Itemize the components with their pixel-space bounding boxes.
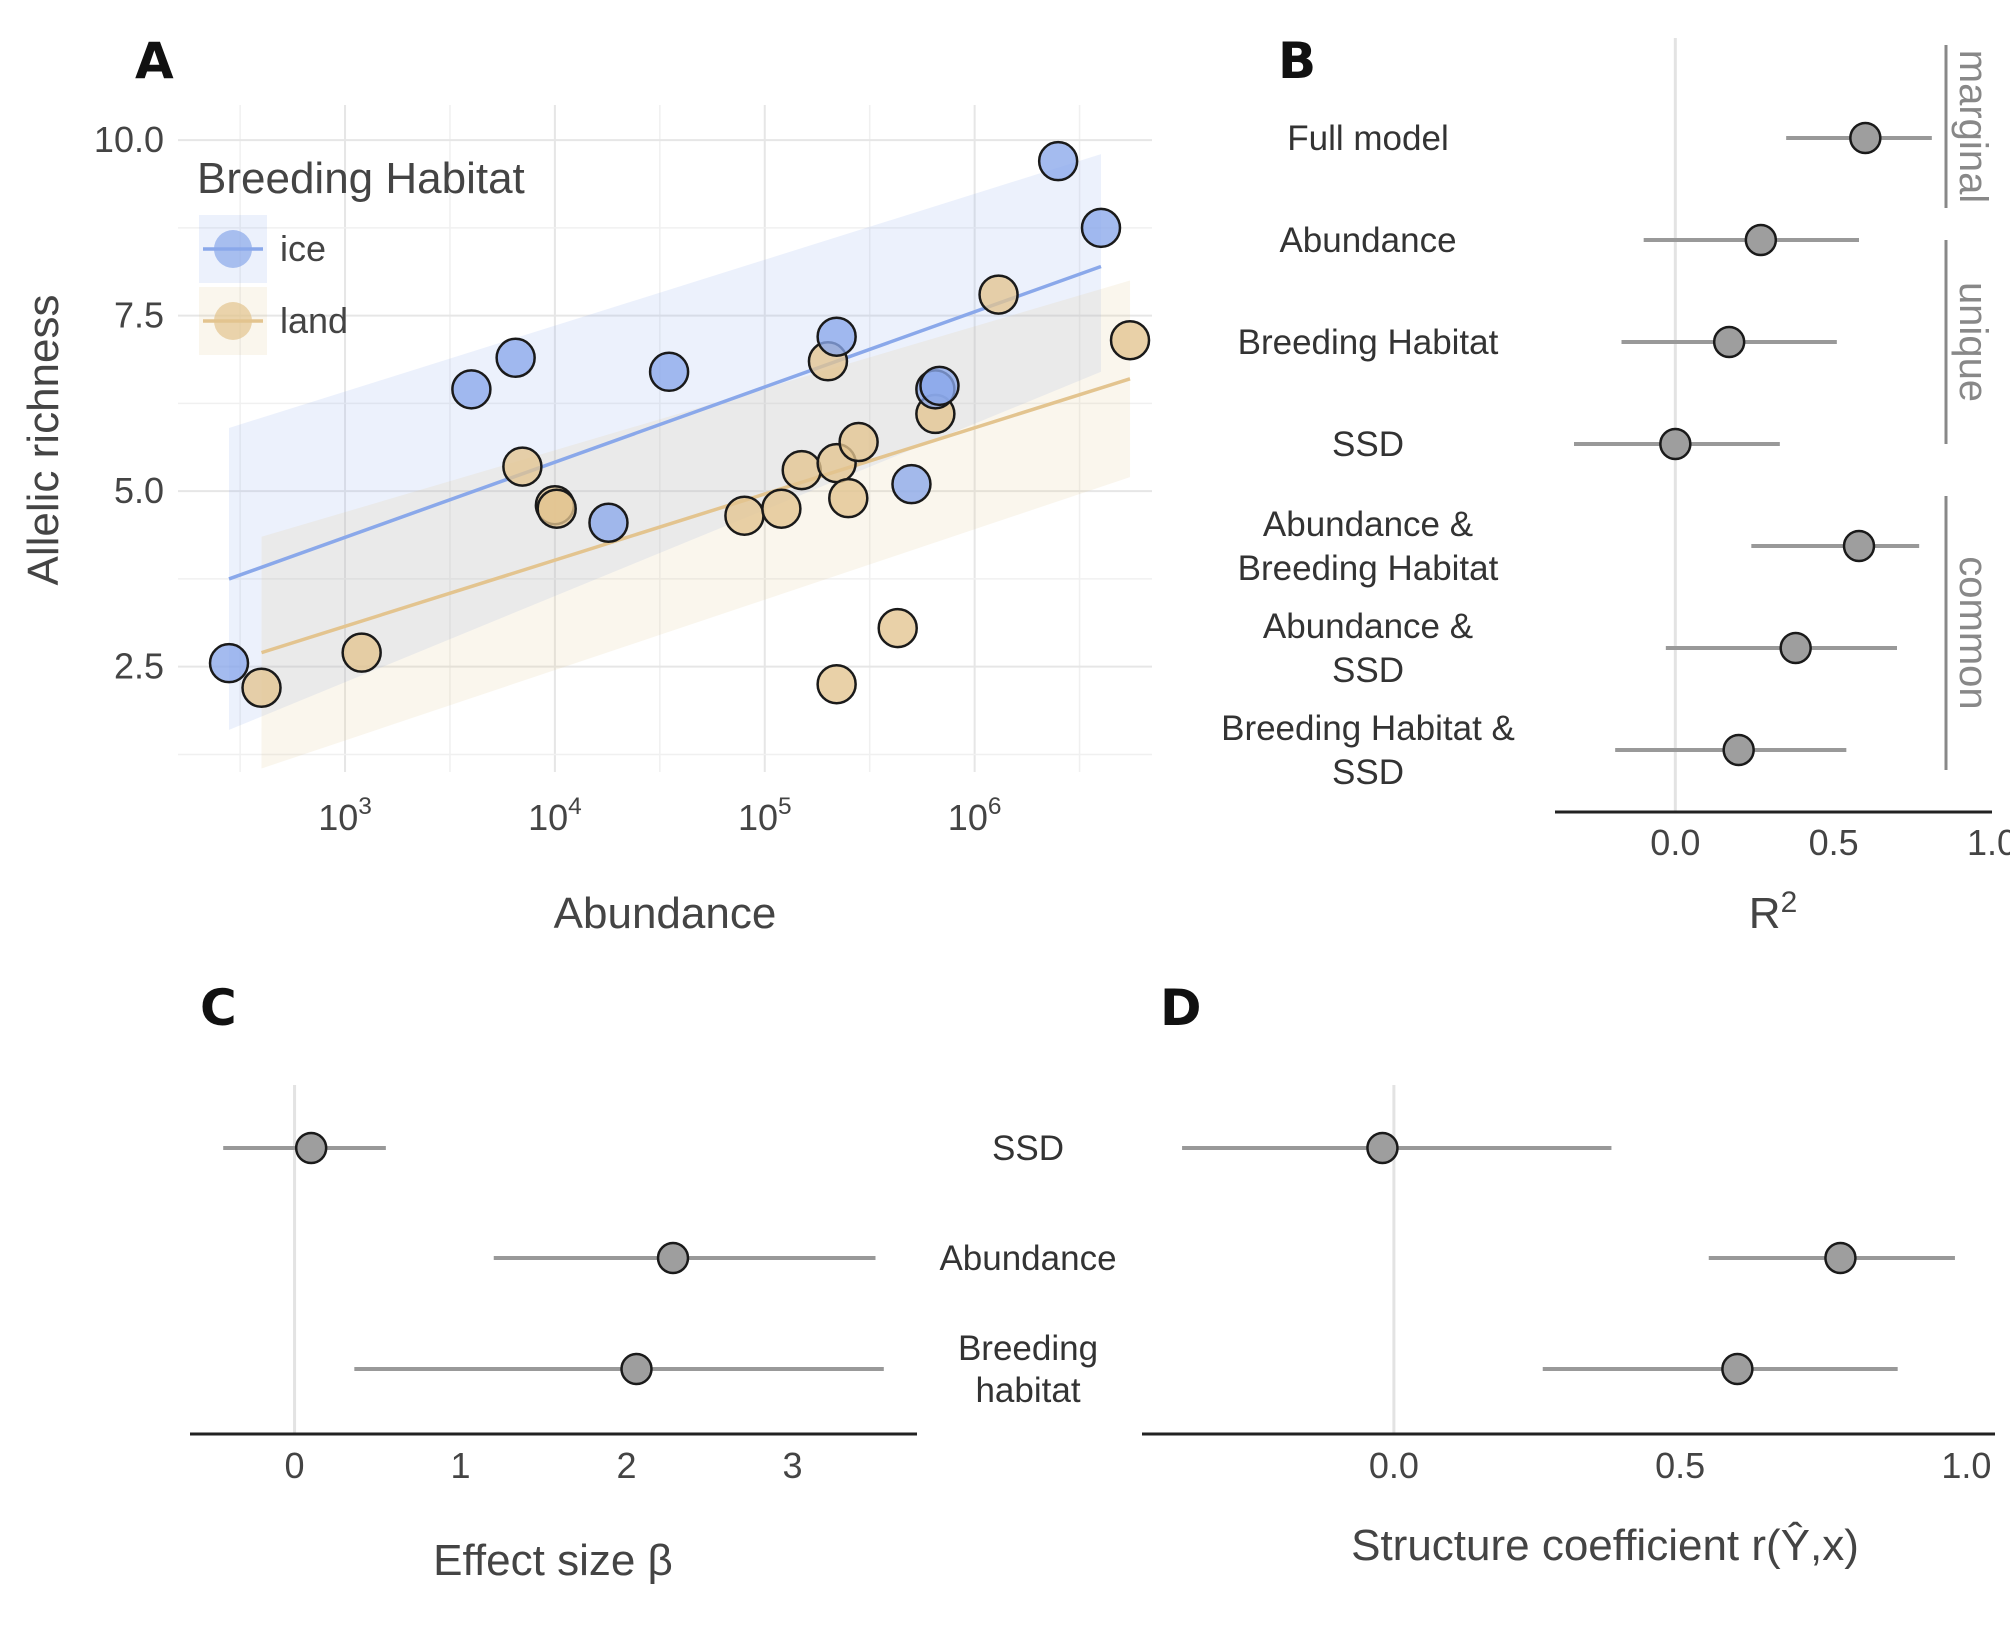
x-tick-label: 0.5 <box>1809 822 1859 863</box>
legend-entry-ice: ice <box>280 228 326 269</box>
category-label: Breeding Habitat & <box>1221 709 1515 748</box>
estimate-point <box>294 1131 328 1165</box>
estimate-point <box>620 1352 653 1386</box>
category-label: SSD <box>1332 651 1404 690</box>
category-label: Breeding Habitat <box>1238 323 1499 362</box>
y-tick-label: 10.0 <box>94 119 164 160</box>
category-label: SSD <box>1332 425 1404 464</box>
confidence-band-ice <box>229 154 1101 730</box>
data-point-land <box>536 488 577 529</box>
panel-c: C 0 1 2 3 Effect size β <box>190 979 917 1585</box>
confidence-band-land <box>261 280 1131 769</box>
category-label: SSD <box>1332 753 1404 792</box>
x-tick-label: 104 <box>528 793 582 838</box>
estimate-point <box>1779 631 1812 665</box>
panel-d: D 0.0 0.5 1.0 Structure coefficient r(Ŷ,x) <box>1142 979 1995 1570</box>
data-point-land <box>724 495 765 536</box>
data-point-land <box>816 663 857 705</box>
x-tick-label: 0 <box>285 1445 305 1486</box>
data-point-ice <box>495 337 536 379</box>
estimate-point <box>1712 325 1746 359</box>
data-point-ice <box>891 463 932 505</box>
legend-key-point <box>214 302 252 340</box>
panel-b: B 0.0 0.5 1.0 Full model Abundance Breeding Ha… <box>1221 32 2010 938</box>
data-point-ice <box>919 365 960 407</box>
data-point-land <box>241 667 282 708</box>
estimate-point <box>1744 223 1778 257</box>
x-tick-label: 105 <box>738 793 792 838</box>
x-tick-label: 0.0 <box>1650 822 1700 863</box>
data-point-land <box>341 632 382 673</box>
x-tick-label: 0.0 <box>1369 1445 1419 1486</box>
data-point-land <box>877 607 918 649</box>
data-point-ice <box>451 369 492 410</box>
x-tick-label: 0.5 <box>1655 1445 1705 1486</box>
group-label-common: common <box>1951 556 1995 709</box>
category-label: Abundance <box>1279 221 1456 260</box>
legend-entry-land: land <box>280 300 348 341</box>
group-label-marginal: marginal <box>1951 50 1995 203</box>
group-label-unique: unique <box>1951 282 1995 402</box>
data-point-ice <box>588 502 629 544</box>
data-point-land <box>761 488 802 529</box>
estimate-point <box>1722 733 1755 767</box>
panel-letter: A <box>135 32 174 90</box>
regression-line-ice <box>228 264 1102 581</box>
y-tick-label: 7.5 <box>114 295 164 336</box>
x-tick-label: 2 <box>617 1445 637 1486</box>
data-point-land <box>978 274 1019 315</box>
legend-key-point <box>214 230 252 268</box>
category-label: habitat <box>975 1371 1080 1410</box>
data-point-land <box>1109 319 1151 361</box>
y-tick-label: 5.0 <box>114 470 164 511</box>
x-axis-title: Structure coefficient r(Ŷ,x) <box>1351 1521 1859 1570</box>
x-tick-label: 1.0 <box>1941 1445 1991 1486</box>
data-point-ice <box>648 351 690 393</box>
panel-letter: C <box>200 979 237 1037</box>
data-point-ice <box>816 316 857 357</box>
x-tick-label: 103 <box>318 793 372 838</box>
x-tick-label: 3 <box>782 1445 802 1486</box>
data-point-land <box>781 449 822 491</box>
panel-letter: B <box>1278 32 1316 90</box>
data-point-ice <box>208 642 250 684</box>
category-label: Breeding Habitat <box>1238 549 1499 588</box>
x-axis-title: R2 <box>1749 886 1797 938</box>
x-tick-label: 106 <box>948 793 1002 838</box>
estimate-point <box>1824 1241 1857 1275</box>
estimate-point <box>656 1241 690 1275</box>
y-tick-label: 2.5 <box>114 646 164 687</box>
x-tick-label: 1 <box>451 1445 471 1486</box>
data-point-land <box>828 477 869 519</box>
category-label: Abundance & <box>1263 505 1473 544</box>
panel-a: A 2.5 5.0 7.5 10.0 103 104 105 106 Abundance Allel… <box>19 32 1152 938</box>
data-point-land <box>838 421 879 463</box>
category-label: Full model <box>1287 119 1448 158</box>
category-label: SSD <box>992 1129 1064 1168</box>
data-point-land <box>502 446 543 487</box>
y-axis-title: Allelic richness <box>19 295 68 586</box>
category-label: Abundance <box>939 1239 1116 1278</box>
x-tick-label: 1.0 <box>1967 822 2010 863</box>
legend-title: Breeding Habitat <box>197 154 525 203</box>
estimate-point <box>1849 121 1882 155</box>
regression-line-land <box>260 377 1131 655</box>
data-point-ice <box>1037 140 1079 182</box>
estimate-point <box>1721 1352 1754 1386</box>
estimate-point <box>1842 529 1876 563</box>
x-axis-title: Effect size β <box>433 1536 673 1585</box>
category-label: Abundance & <box>1263 607 1473 646</box>
data-point-ice <box>1080 207 1122 249</box>
estimate-point <box>1366 1131 1399 1165</box>
estimate-point <box>1659 427 1692 461</box>
x-axis-title: Abundance <box>554 889 777 938</box>
category-label: Breeding <box>958 1329 1098 1368</box>
panel-letter: D <box>1160 979 1202 1037</box>
